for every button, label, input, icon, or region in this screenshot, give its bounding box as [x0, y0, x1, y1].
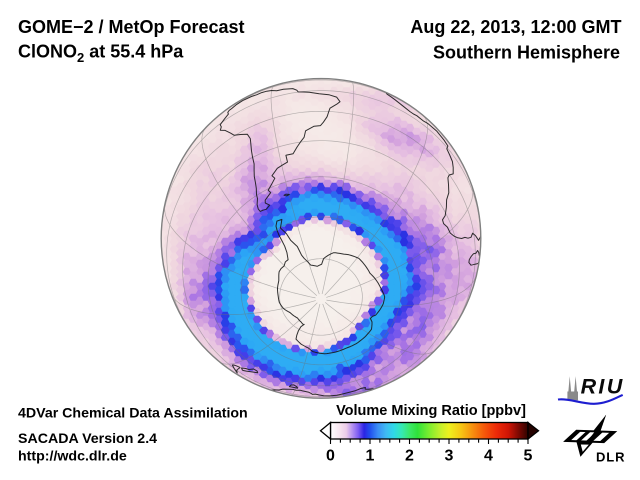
svg-text:1: 1 [366, 448, 375, 465]
svg-text:Volume Mixing Ratio [ppbv]: Volume Mixing Ratio [ppbv] [336, 403, 526, 419]
svg-text:4: 4 [484, 448, 493, 465]
svg-text:Southern Hemisphere: Southern Hemisphere [433, 43, 620, 63]
svg-text:0: 0 [326, 448, 335, 465]
svg-text:5: 5 [524, 448, 533, 465]
svg-text:4DVar Chemical Data Assimilati: 4DVar Chemical Data Assimilation [18, 406, 248, 422]
svg-text:GOME−2 / MetOp Forecast: GOME−2 / MetOp Forecast [18, 17, 245, 37]
svg-text:3: 3 [445, 448, 454, 465]
svg-text:http://wdc.dlr.de: http://wdc.dlr.de [18, 449, 127, 465]
svg-text:Aug 22, 2013, 12:00 GMT: Aug 22, 2013, 12:00 GMT [410, 17, 621, 37]
svg-text:RIU: RIU [581, 375, 625, 399]
svg-text:SACADA Version 2.4: SACADA Version 2.4 [18, 431, 157, 447]
svg-text:2: 2 [405, 448, 414, 465]
svg-text:DLR: DLR [596, 450, 625, 465]
svg-text:ClONO2 at 55.4 hPa: ClONO2 at 55.4 hPa [18, 42, 184, 66]
